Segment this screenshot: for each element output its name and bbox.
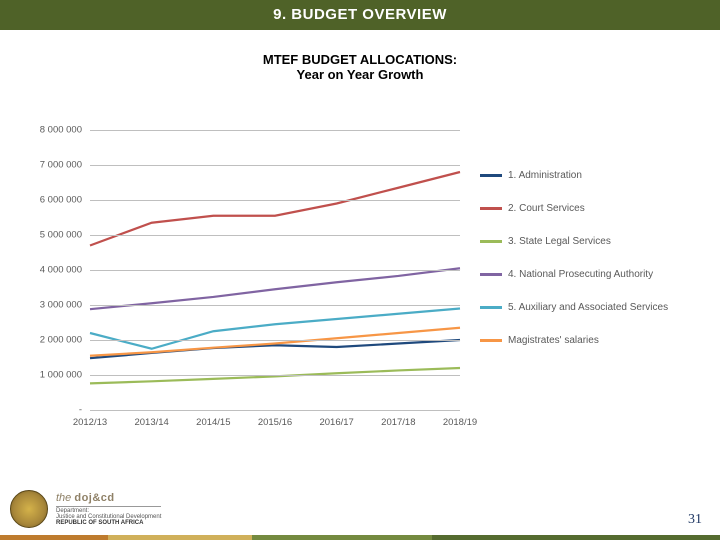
legend-label: 1. Administration	[508, 170, 582, 181]
legend-label: 3. State Legal Services	[508, 236, 611, 247]
gridline	[90, 375, 460, 376]
y-tick-label: 4 000 000	[20, 265, 82, 276]
legend-label: 5. Auxiliary and Associated Services	[508, 302, 668, 313]
gridline	[90, 165, 460, 166]
legend-item: 2. Court Services	[480, 203, 700, 214]
gridline	[90, 305, 460, 306]
chart-area: - 1 000 000 2 000 000 3 000 000 4 000 000 5 0…	[20, 130, 700, 440]
legend-item: 4. National Prosecuting Authority	[480, 269, 700, 280]
gridline	[90, 130, 460, 131]
y-tick-label: 2 000 000	[20, 335, 82, 346]
legend: 1. Administration 2. Court Services 3. Sta…	[480, 170, 700, 368]
x-tick-label: 2012/13	[73, 417, 107, 428]
y-tick-label: -	[20, 405, 82, 416]
y-tick-label: 3 000 000	[20, 300, 82, 311]
series-line	[90, 268, 460, 309]
logo-country: REPUBLIC OF SOUTH AFRICA	[56, 520, 161, 526]
chart-title-line2: Year on Year Growth	[0, 67, 720, 82]
x-tick-label: 2015/16	[258, 417, 292, 428]
y-tick-label: 8 000 000	[20, 125, 82, 136]
legend-label: 4. National Prosecuting Authority	[508, 269, 653, 280]
legend-swatch	[480, 207, 502, 210]
series-line	[90, 328, 460, 356]
page-header: 9. BUDGET OVERVIEW	[0, 0, 720, 30]
legend-item: 5. Auxiliary and Associated Services	[480, 302, 700, 313]
footer-decor-bar	[0, 535, 720, 540]
legend-swatch	[480, 306, 502, 309]
legend-item: 3. State Legal Services	[480, 236, 700, 247]
legend-label: 2. Court Services	[508, 203, 585, 214]
plot-area: 2012/132013/142014/152015/162016/172017/…	[90, 130, 460, 410]
logo-text: the doj&cd Department:Justice and Consti…	[56, 492, 161, 526]
gridline	[90, 410, 460, 411]
y-tick-label: 7 000 000	[20, 160, 82, 171]
legend-swatch	[480, 174, 502, 177]
coat-of-arms-icon	[10, 490, 48, 528]
x-tick-label: 2017/18	[381, 417, 415, 428]
legend-swatch	[480, 339, 502, 342]
logo-brand: doj&cd	[74, 492, 114, 504]
chart-title: MTEF BUDGET ALLOCATIONS: Year on Year Gr…	[0, 52, 720, 82]
chart-title-line1: MTEF BUDGET ALLOCATIONS:	[0, 52, 720, 67]
y-tick-label: 6 000 000	[20, 195, 82, 206]
legend-swatch	[480, 240, 502, 243]
gridline	[90, 270, 460, 271]
x-tick-label: 2014/15	[196, 417, 230, 428]
footer: the doj&cd Department:Justice and Consti…	[0, 480, 720, 540]
legend-item: Magistrates' salaries	[480, 335, 700, 346]
gridline	[90, 235, 460, 236]
gridline	[90, 340, 460, 341]
y-tick-label: 1 000 000	[20, 370, 82, 381]
logo-prefix: the	[56, 492, 74, 504]
gridline	[90, 200, 460, 201]
legend-swatch	[480, 273, 502, 276]
x-tick-label: 2016/17	[319, 417, 353, 428]
y-tick-label: 5 000 000	[20, 230, 82, 241]
legend-item: 1. Administration	[480, 170, 700, 181]
x-tick-label: 2018/19	[443, 417, 477, 428]
legend-label: Magistrates' salaries	[508, 335, 599, 346]
x-tick-label: 2013/14	[134, 417, 168, 428]
page-number: 31	[688, 512, 702, 528]
dept-logo: the doj&cd Department:Justice and Consti…	[10, 490, 161, 528]
